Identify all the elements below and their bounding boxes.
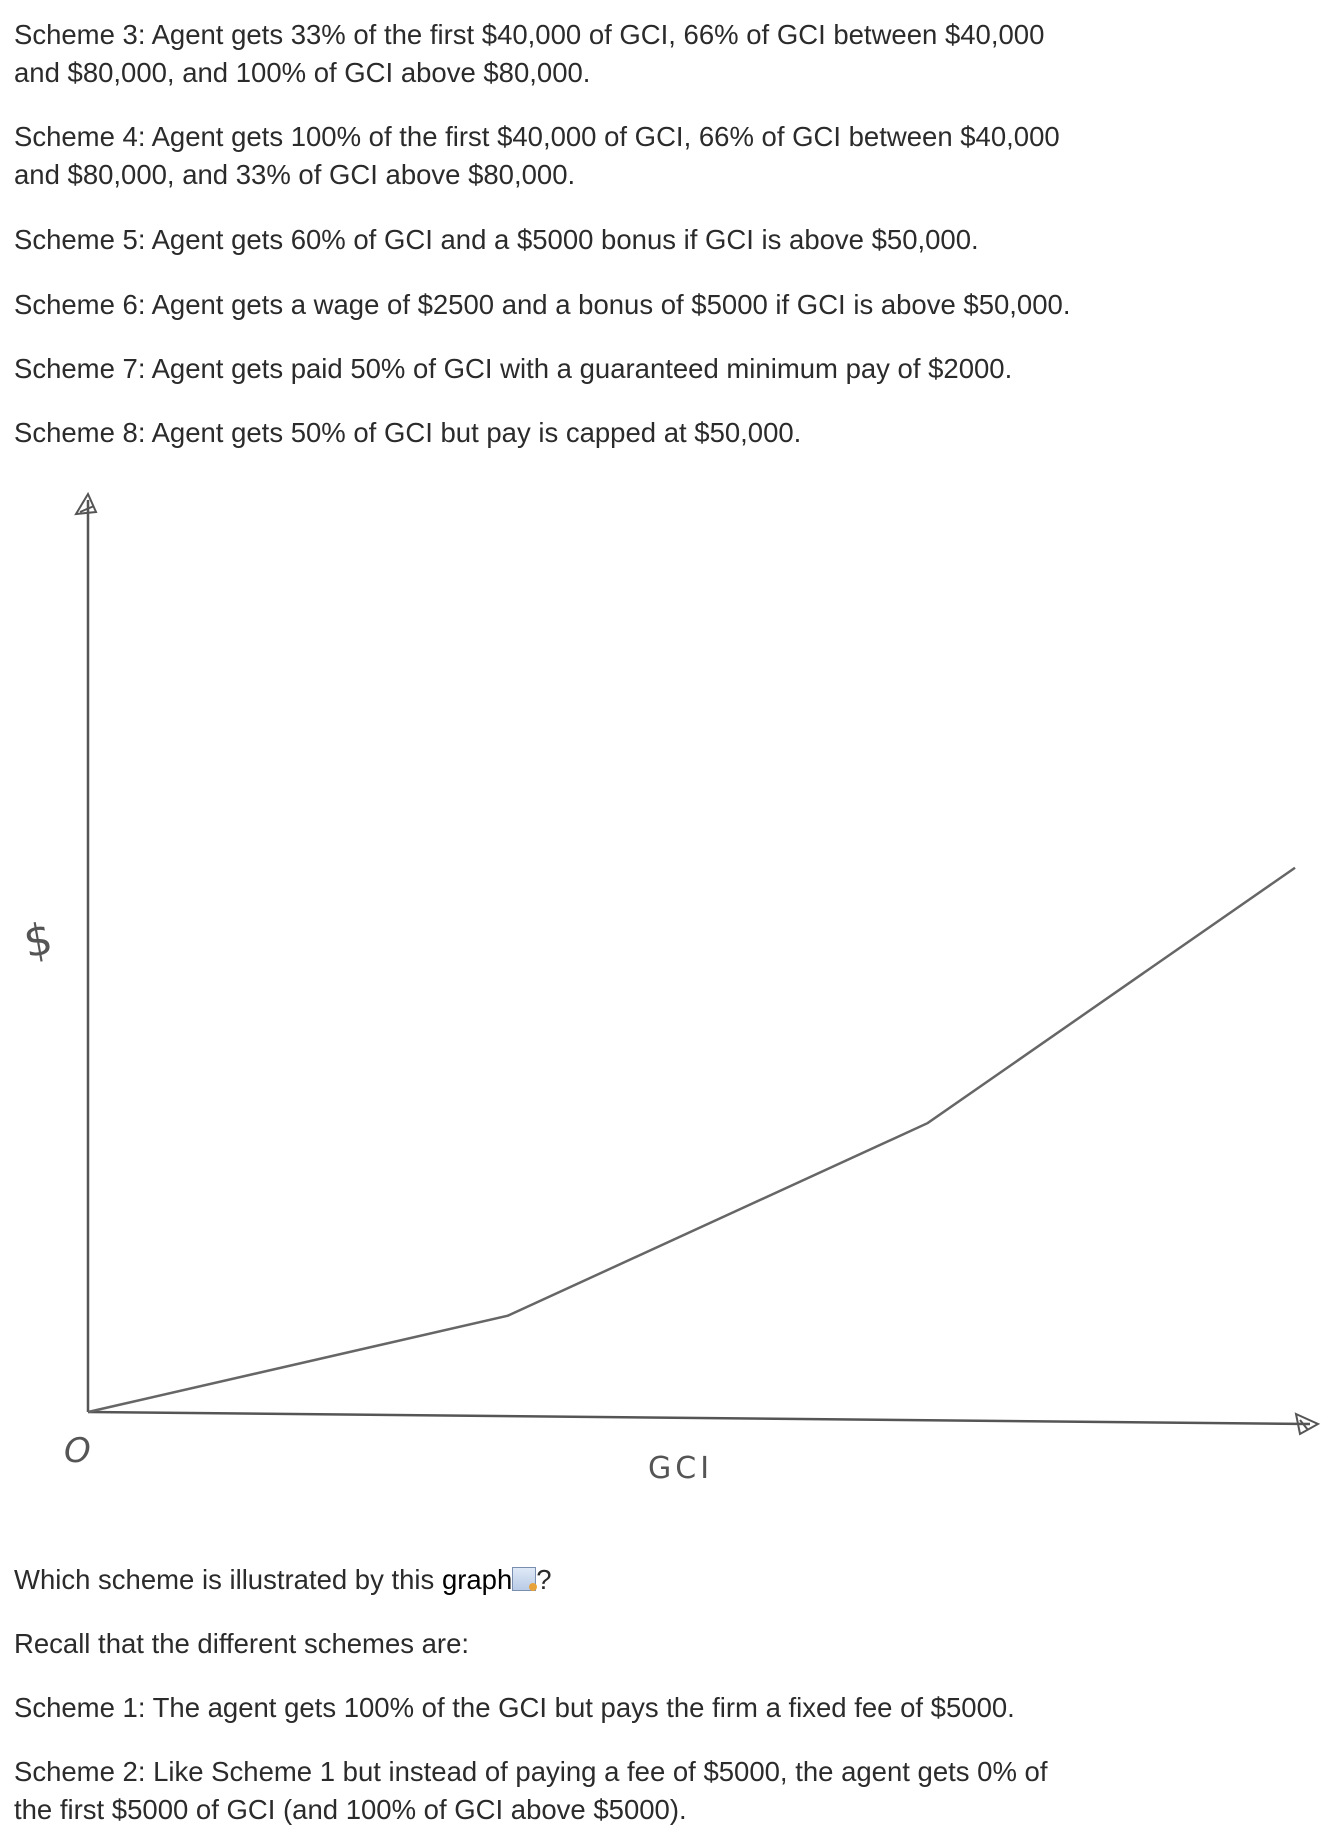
scheme-5: Scheme 5: Agent gets 60% of GCI and a $5…: [14, 224, 979, 255]
question-suffix: ?: [536, 1564, 552, 1595]
scheme-8: Scheme 8: Agent gets 50% of GCI but pay …: [14, 417, 802, 448]
scheme-4-line-1: Scheme 4: Agent gets 100% of the first $…: [14, 121, 1060, 152]
scheme-3-line-2: and $80,000, and 100% of GCI above $80,0…: [14, 57, 591, 88]
scheme-2-line-1: Scheme 2: Like Scheme 1 but instead of p…: [14, 1756, 1048, 1787]
x-axis-arrow: [1294, 1412, 1321, 1436]
y-axis-arrow: [74, 491, 98, 516]
scheme-6: Scheme 6: Agent gets a wage of $2500 and…: [14, 289, 1071, 320]
graph-preview-icon[interactable]: [512, 1567, 538, 1591]
graph-link[interactable]: graph: [441, 1564, 513, 1595]
scheme-3-line-1: Scheme 3: Agent gets 33% of the first $4…: [14, 19, 1045, 50]
x-axis-label: GCI: [648, 1451, 713, 1486]
recall-text: Recall that the different schemes are:: [14, 1628, 470, 1659]
y-axis-label: $: [20, 913, 56, 968]
scheme-7: Scheme 7: Agent gets paid 50% of GCI wit…: [14, 353, 1013, 384]
scheme-4-line-2: and $80,000, and 33% of GCI above $80,00…: [14, 159, 576, 190]
series-line-0: [87, 866, 1296, 1414]
sketch-graph: $ O GCI: [20, 491, 1321, 1486]
scheme-1: Scheme 1: The agent gets 100% of the GCI…: [14, 1692, 1015, 1723]
question: Which scheme is illustrated by this grap…: [14, 1561, 552, 1599]
x-axis: [87, 1410, 1311, 1426]
scheme-2-line-2: the first $5000 of GCI (and 100% of GCI …: [14, 1794, 687, 1825]
origin-label: O: [64, 1431, 91, 1471]
question-prefix: Which scheme is illustrated by this: [14, 1564, 442, 1595]
